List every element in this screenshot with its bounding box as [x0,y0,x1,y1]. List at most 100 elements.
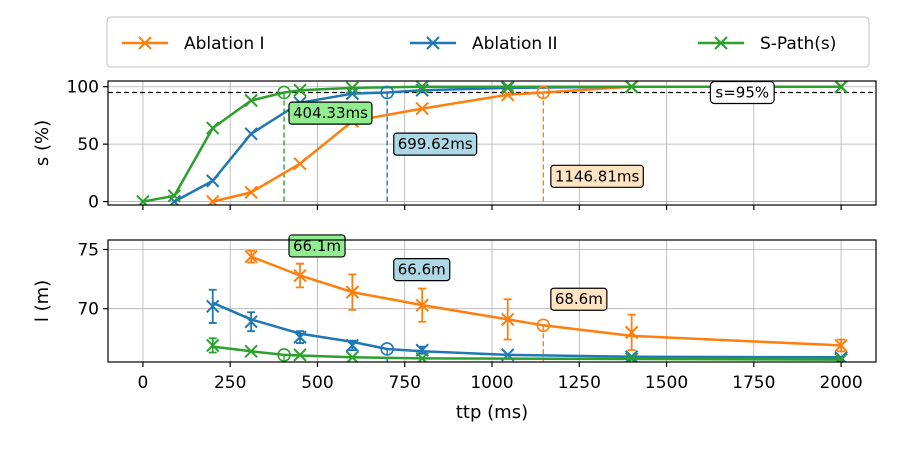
data-point [206,299,220,314]
x-tick-label: 1750 [732,373,775,393]
x-tick-label: 1500 [645,373,688,393]
annotation-label: 404.33ms [293,104,368,122]
annotation-box [393,258,451,282]
annotation-box [288,101,373,125]
annotation-s-path-s: 404.33ms [288,101,373,125]
crossing-marker-s-path-s [277,348,291,362]
success-rate-panel: 404.33ms 699.62ms 1146.81ms s=95% 0 50 100 s (%… [32,78,877,213]
x-tick-label: 750 [389,373,421,393]
y-tick-label: 50 [77,135,99,155]
data-point [293,156,307,171]
data-point [345,285,360,299]
data-point [244,315,258,329]
annotation-ablation-i: 68.6m [550,287,608,311]
data-point [244,249,258,264]
x-tick-label: 1250 [558,373,601,393]
y-tick-label: 0 [88,193,99,213]
data-point [293,330,307,344]
data-point [501,81,515,94]
data-point [293,83,307,97]
legend-item-s-path-s: S-Path(s) [698,34,836,54]
crossing-marker-ablation-i [536,318,551,333]
legend-label: Ablation II [472,34,558,54]
data-point [206,194,220,205]
annotation-box [550,164,644,188]
annotation-label: 68.6m [555,290,603,308]
annotation-label: 66.1m [293,237,341,255]
legend: Ablation I Ablation II S-Path(s) [106,16,870,68]
x-tick-label: 250 [214,373,246,393]
annotation-ablation-ii: 699.62ms [393,132,478,156]
legend-label: Ablation I [184,34,265,54]
data-point [834,81,848,94]
length-plot-area [206,249,848,362]
annotation-ablation-i: 1146.81ms [550,164,644,188]
annotation-label: 1146.81ms [555,167,640,185]
x-axis-label: ttp (ms) [456,402,528,423]
series-line [250,255,842,347]
annotation-box [550,287,608,311]
data-point [624,349,639,362]
x-tick-label: 1000 [470,373,513,393]
threshold-label: s=95% [715,83,769,101]
y-axis-label: l (m) [32,280,53,322]
series-s-path-s [206,337,848,362]
crossing-marker-ablation-i [536,85,551,100]
y-tick-label: 100 [67,78,99,98]
data-point [501,312,515,327]
series-s-path-s [136,81,848,205]
crossing-marker-ablation-ii [380,342,394,356]
success-plot-area [108,81,876,205]
threshold-annotation: s=95% [709,80,775,105]
series-ablation-i [244,249,848,353]
data-point [244,93,258,108]
data-point [244,185,258,200]
data-point [293,268,307,283]
data-point [206,338,220,353]
length-grid [108,240,876,362]
legend-marker [426,36,440,50]
data-point [415,351,429,362]
legend-label: S-Path(s) [760,34,836,54]
series-line [212,301,842,359]
data-point [415,298,429,312]
data-point [624,325,639,340]
series-line [212,345,842,361]
x-tick-label: 0 [137,373,148,393]
data-point [415,101,429,116]
crossing-marker-ablation-ii [380,85,394,100]
legend-marker [714,36,728,50]
data-point [345,86,360,101]
legend-marker [138,36,152,50]
y-axis-label: s (%) [32,120,53,166]
data-point [345,350,360,362]
data-point [167,189,182,203]
data-point [244,127,258,141]
y-tick-label: 75 [77,240,99,260]
data-point [206,121,220,135]
crossing-marker-s-path-s [277,85,291,100]
annotation-ablation-ii: 66.6m [393,258,451,282]
data-point [345,81,360,95]
annotation-box [393,132,478,156]
annotation-s-path-s: 66.1m [288,234,346,258]
data-point [244,344,258,359]
data-point [834,338,848,353]
data-point [293,348,307,362]
y-tick-label: 70 [77,300,99,320]
annotation-label: 699.62ms [398,135,473,153]
data-point [624,352,639,362]
legend-box [106,16,870,68]
annotation-label: 66.6m [398,261,446,279]
x-tick-label: 2000 [819,373,862,393]
x-tick-label: 500 [301,373,333,393]
data-point [345,338,360,353]
legend-item-ablation-ii: Ablation II [410,34,558,54]
legend-item-ablation-i: Ablation I [122,34,265,54]
data-point [415,81,429,94]
series-ablation-ii [206,288,848,362]
data-point [136,194,150,205]
data-point [206,174,220,188]
